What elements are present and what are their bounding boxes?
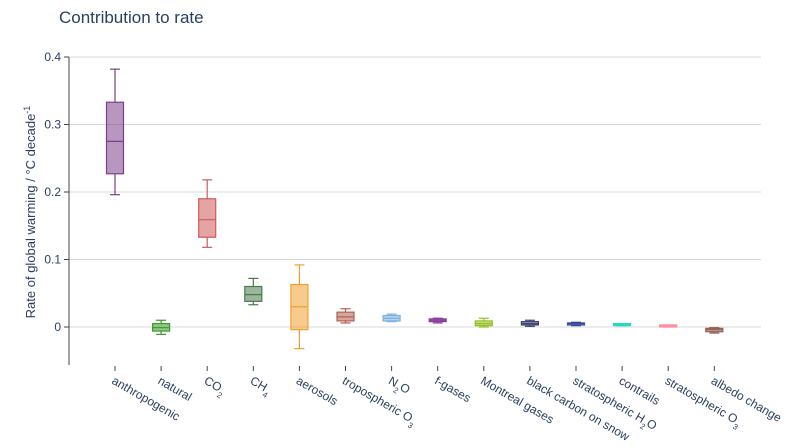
boxes bbox=[105, 68, 724, 350]
box-14 bbox=[705, 327, 724, 334]
box-12 bbox=[612, 323, 632, 327]
axes bbox=[64, 56, 715, 371]
x-tick-label: f-gases bbox=[432, 373, 473, 405]
x-tick-label: CH4 bbox=[246, 373, 274, 399]
chart-title: Contribution to rate bbox=[59, 8, 204, 27]
box-iqr bbox=[105, 101, 125, 175]
box-iqr bbox=[244, 285, 263, 302]
y-axis-label: Rate of global warming / °C decade-1 bbox=[22, 106, 38, 319]
y-tick-label: 0.4 bbox=[44, 50, 61, 64]
box-10 bbox=[520, 319, 540, 327]
y-tick-label: 0.1 bbox=[44, 253, 61, 267]
box-iqr bbox=[198, 198, 217, 238]
box-1 bbox=[105, 68, 125, 196]
box-5 bbox=[290, 264, 309, 350]
box-3 bbox=[198, 179, 217, 248]
y-tick-labels: 0 0.1 0.2 0.3 0.4 bbox=[44, 50, 61, 334]
box-2 bbox=[152, 319, 171, 336]
x-tick-label: CO2 bbox=[200, 373, 229, 400]
grid-lines bbox=[69, 56, 761, 328]
box-4 bbox=[244, 277, 263, 306]
box-11 bbox=[566, 321, 586, 327]
y-tick-label: 0.3 bbox=[44, 118, 61, 132]
y-tick-label: 0 bbox=[54, 320, 61, 334]
box-9 bbox=[474, 317, 493, 328]
box-6 bbox=[336, 308, 355, 324]
box-13 bbox=[659, 324, 678, 328]
box-8 bbox=[428, 317, 447, 324]
box-7 bbox=[382, 313, 401, 323]
x-tick-label: aerosols bbox=[294, 373, 340, 408]
x-tick-label: N2O bbox=[384, 373, 412, 399]
y-tick-label: 0.2 bbox=[44, 185, 61, 199]
